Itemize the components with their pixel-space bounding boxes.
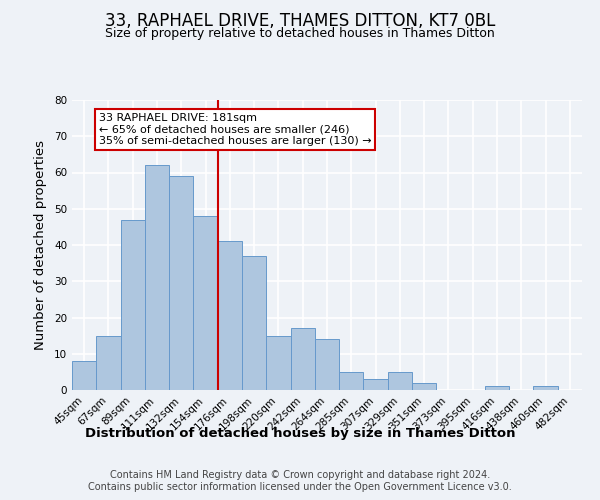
Bar [315, 339, 339, 390]
Text: Size of property relative to detached houses in Thames Ditton: Size of property relative to detached ho… [105, 28, 495, 40]
Bar [242, 256, 266, 390]
Bar [412, 383, 436, 390]
Text: 33, RAPHAEL DRIVE, THAMES DITTON, KT7 0BL: 33, RAPHAEL DRIVE, THAMES DITTON, KT7 0B… [105, 12, 495, 30]
Bar [145, 165, 169, 390]
Bar [169, 176, 193, 390]
Text: 33 RAPHAEL DRIVE: 181sqm
← 65% of detached houses are smaller (246)
35% of semi-: 33 RAPHAEL DRIVE: 181sqm ← 65% of detach… [99, 112, 371, 146]
Bar [485, 386, 509, 390]
Bar [96, 336, 121, 390]
Bar [121, 220, 145, 390]
Bar [193, 216, 218, 390]
Bar [533, 386, 558, 390]
Bar [290, 328, 315, 390]
Text: Contains public sector information licensed under the Open Government Licence v3: Contains public sector information licen… [88, 482, 512, 492]
Bar [339, 372, 364, 390]
Bar [72, 361, 96, 390]
Bar [218, 242, 242, 390]
Bar [266, 336, 290, 390]
Bar [388, 372, 412, 390]
Text: Contains HM Land Registry data © Crown copyright and database right 2024.: Contains HM Land Registry data © Crown c… [110, 470, 490, 480]
Y-axis label: Number of detached properties: Number of detached properties [34, 140, 47, 350]
Text: Distribution of detached houses by size in Thames Ditton: Distribution of detached houses by size … [85, 428, 515, 440]
Bar [364, 379, 388, 390]
